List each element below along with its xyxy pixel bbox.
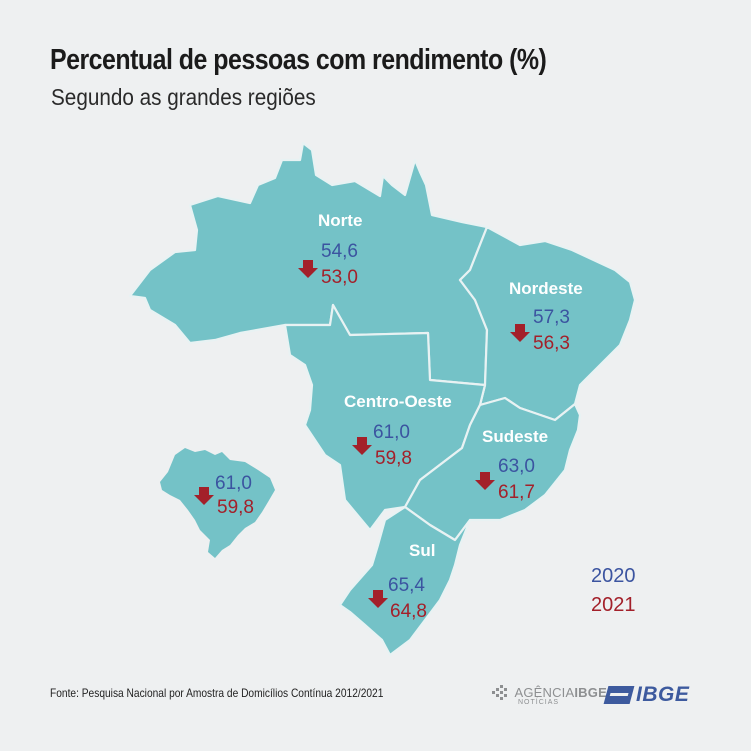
region-nordeste: [458, 225, 637, 422]
centro-oeste-down-arrow-icon: [352, 437, 372, 455]
sul-label: Sul: [409, 541, 435, 560]
sudeste-down-arrow-icon: [475, 472, 495, 490]
sudeste-value-2021: 61,7: [498, 482, 535, 503]
norte-label: Norte: [318, 211, 362, 230]
norte-value-2020: 54,6: [321, 241, 358, 262]
sudeste-value-2020: 63,0: [498, 456, 535, 477]
agencia-ibge-word: IBGE: [574, 685, 607, 700]
legend-2020: 2020: [591, 565, 636, 587]
agencia-noticias: NOTÍCIAS: [518, 699, 560, 706]
sul-down-arrow-icon: [368, 590, 388, 608]
nordeste-label: Nordeste: [509, 279, 583, 298]
legend-2021: 2021: [591, 594, 636, 616]
sudeste-label: Sudeste: [482, 427, 548, 446]
source-note: Fonte: Pesquisa Nacional por Amostra de …: [50, 686, 384, 700]
ibge-logo-icon: [603, 686, 635, 704]
nordeste-down-arrow-icon: [510, 324, 530, 342]
nordeste-value-2020: 57,3: [533, 307, 570, 328]
brasil-value-2021: 59,8: [217, 497, 254, 518]
centro-oeste-value-2021: 59,8: [375, 448, 412, 469]
region-centro-oeste: [283, 303, 487, 532]
agencia-word: AGÊNCIA: [514, 685, 575, 700]
ibge-logo-text: IBGE: [636, 683, 690, 706]
region-sudeste: [403, 396, 582, 542]
brasil-down-arrow-icon: [194, 487, 214, 505]
norte-value-2021: 53,0: [321, 267, 358, 288]
page-subtitle: Segundo as grandes regiões: [51, 84, 316, 110]
agencia-dots-icon: [492, 684, 507, 700]
norte-down-arrow-icon: [298, 260, 318, 278]
ibge-logo: IBGE: [603, 683, 690, 707]
nordeste-value-2021: 56,3: [533, 333, 570, 354]
region-sul: [338, 505, 472, 657]
sul-value-2021: 64,8: [390, 601, 427, 622]
sul-value-2020: 65,4: [388, 575, 425, 596]
centro-oeste-label: Centro-Oeste: [344, 392, 452, 411]
centro-oeste-value-2020: 61,0: [373, 422, 410, 443]
brasil-value-2020: 61,0: [215, 473, 252, 494]
agencia-ibge-logo: AGÊNCIAIBGE NOTÍCIAS: [492, 684, 607, 706]
brasil-minimap: [160, 448, 275, 558]
page-title: Percentual de pessoas com rendimento (%): [50, 44, 547, 76]
